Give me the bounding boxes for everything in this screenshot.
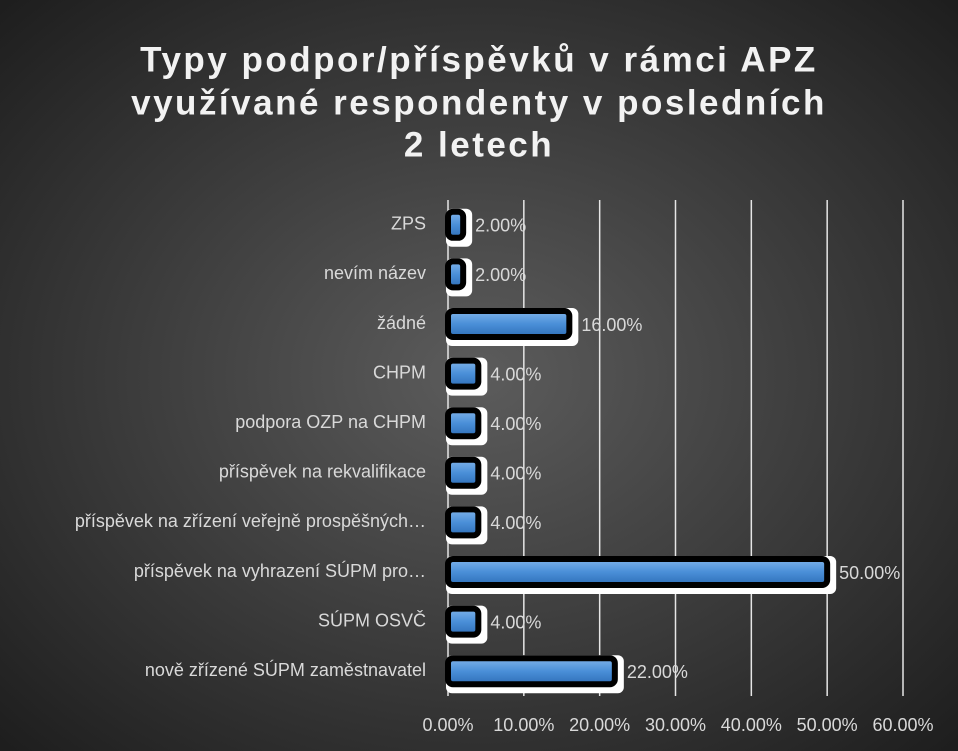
y-tick-label: příspěvek na vyhrazení SÚPM pro… [134, 560, 426, 581]
bar [445, 655, 618, 688]
data-label: 4.00% [490, 414, 541, 434]
bar [445, 208, 467, 241]
y-tick-label: nově zřízené SÚPM zaměstnavatel [145, 659, 426, 680]
y-tick-label: CHPM [373, 362, 426, 382]
data-label: 4.00% [490, 464, 541, 484]
x-tick-label: 20.00% [569, 715, 630, 735]
chart-title: Typy podpor/příspěvků v rámci APZ [140, 40, 818, 79]
y-tick-label: příspěvek na zřízení veřejně prospěšných… [75, 511, 426, 531]
bar [445, 456, 482, 489]
y-tick-label: SÚPM OSVČ [318, 609, 426, 630]
y-tick-label: žádné [377, 313, 426, 333]
bar [445, 605, 482, 638]
bar [445, 506, 482, 539]
x-tick-label: 0.00% [422, 715, 473, 735]
bar [445, 258, 467, 291]
data-label: 4.00% [490, 513, 541, 533]
bar [445, 556, 831, 588]
data-label: 22.00% [627, 662, 688, 682]
bar [445, 308, 573, 340]
chart-title: 2 letech [404, 125, 554, 164]
data-label: 2.00% [475, 265, 526, 285]
data-label: 2.00% [475, 216, 526, 236]
x-tick-label: 50.00% [797, 715, 858, 735]
x-tick-label: 60.00% [872, 715, 933, 735]
data-label: 4.00% [490, 364, 541, 384]
x-tick-label: 10.00% [493, 715, 554, 735]
bar [445, 357, 482, 390]
y-tick-label: ZPS [391, 214, 426, 234]
bar [445, 407, 482, 440]
data-label: 50.00% [839, 563, 900, 583]
x-tick-label: 40.00% [721, 715, 782, 735]
chart-title: využívané respondenty v posledních [131, 83, 827, 122]
y-tick-label: příspěvek na rekvalifikace [219, 462, 426, 482]
data-label: 4.00% [490, 612, 541, 632]
y-tick-label: podpora OZP na CHPM [235, 412, 426, 432]
x-tick-label: 30.00% [645, 715, 706, 735]
data-label: 16.00% [581, 315, 642, 335]
y-tick-label: nevím název [324, 263, 426, 283]
